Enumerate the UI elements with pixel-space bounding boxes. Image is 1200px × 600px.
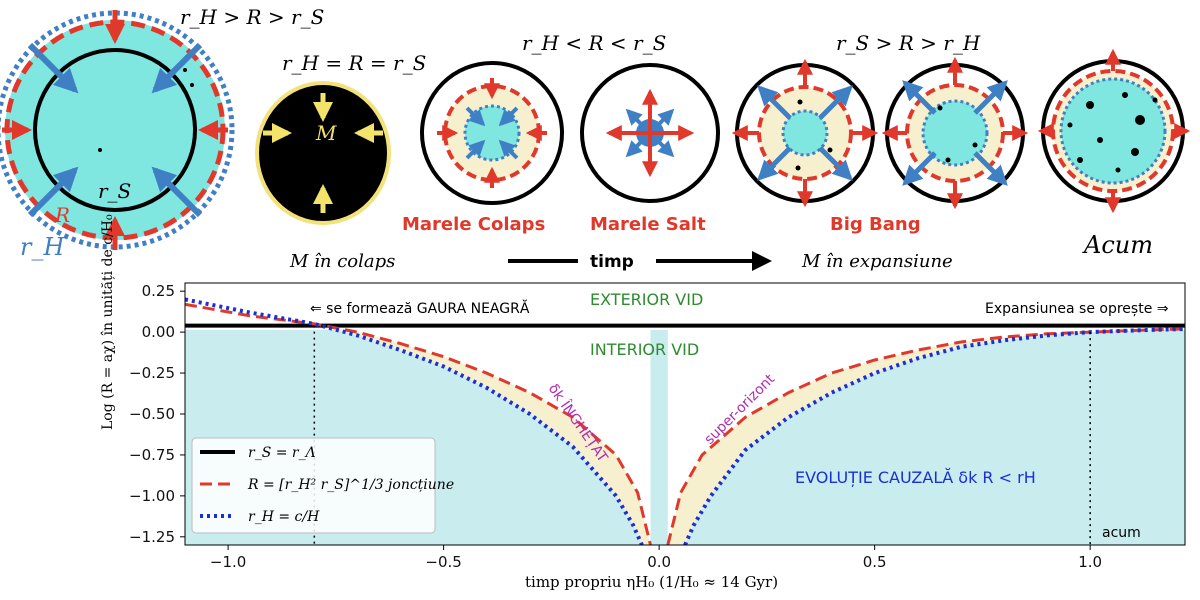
condition-1: r_H > R > r_S xyxy=(180,5,324,29)
series-line-horizon-left xyxy=(185,297,644,545)
mass-disk xyxy=(255,81,391,225)
x-tick-label: −1.0 xyxy=(210,553,246,571)
now-label: Acum xyxy=(1082,231,1153,259)
collapse-label: M în colaps xyxy=(289,251,395,272)
big-bang-label: Big Bang xyxy=(830,214,921,235)
vacuum-right xyxy=(667,283,1185,545)
y-ticks: 0.25 0.00 −0.25 −0.50 −0.75 −1.00 −1.25 xyxy=(129,282,185,546)
annotation-interior: INTERIOR VID xyxy=(590,340,699,359)
y-axis-label: Log (R = aχ) în unități de c/H₀ xyxy=(100,214,116,430)
x-axis-label: timp propriu ηH₀ (1/H₀ ≈ 14 Gyr) xyxy=(525,573,778,591)
x-tick-label: 0.5 xyxy=(863,553,887,571)
series-line-horizon-right xyxy=(683,326,1185,545)
condition-expand: r_S > R > r_H xyxy=(836,31,981,55)
annotation-black-hole: ⇐ se formează GAURA NEAGRĂ xyxy=(310,299,530,317)
schwarzschild-circle xyxy=(33,48,197,212)
annotation-now: acum xyxy=(1102,525,1141,541)
rH-label: r_H xyxy=(20,233,65,261)
chart: −1.0 −0.5 0.0 0.5 1.0 0.25 0.00 −0.25 −0.50 −0.7… xyxy=(100,214,1186,591)
legend-label-junction: R = [r_H² r_S]^1/3 joncțiune xyxy=(247,477,454,493)
annotation-causal: EVOLUȚIE CAUZALĂ δk R < rH xyxy=(795,468,1036,487)
diagram-bounce xyxy=(580,63,720,203)
frozen-band-left xyxy=(185,299,651,545)
diagram-equal: r_H = R = r_S M xyxy=(255,51,426,225)
annotation-exterior: EXTERIOR VID xyxy=(590,290,703,309)
rs-label: r_S xyxy=(98,179,131,203)
mass-label: M xyxy=(315,121,337,145)
vacuum-left xyxy=(185,283,651,545)
time-label: timp xyxy=(590,252,634,272)
big-crunch-label: Marele Colaps xyxy=(402,214,545,235)
legend-label-rs: r_S = r_Λ xyxy=(248,445,316,461)
x-tick-label: −0.5 xyxy=(425,553,461,571)
diagram-expand-2 xyxy=(881,56,1029,210)
expand-label: M în expansiune xyxy=(801,251,953,272)
condition-collapse: r_H < R < r_S xyxy=(522,31,666,55)
y-tick-label: −0.75 xyxy=(129,446,175,464)
legend: r_S = r_Λ R = [r_H² r_S]^1/3 joncțiune r… xyxy=(191,437,454,534)
condition-2: r_H = R = r_S xyxy=(282,51,426,75)
R-label: R xyxy=(54,203,70,227)
y-tick-label: −1.00 xyxy=(129,487,175,505)
y-tick-label: −0.25 xyxy=(129,364,175,382)
horizon-circle xyxy=(0,10,235,250)
annotation-expansion-stops: Expansiunea se oprește ⇒ xyxy=(985,301,1169,317)
y-tick-label: 0.00 xyxy=(142,323,175,341)
big-bounce-label: Marele Salt xyxy=(590,214,706,235)
diagram-subhorizon: r_S R r_H r_H > R > r_S xyxy=(0,5,324,261)
legend-label-horizon: r_H = c/H xyxy=(248,509,320,525)
y-tick-label: −0.50 xyxy=(129,405,175,423)
diagram-expand-1 xyxy=(731,58,879,208)
diagram-collapse xyxy=(420,61,564,205)
x-tick-label: 1.0 xyxy=(1078,553,1102,571)
y-tick-label: 0.25 xyxy=(142,282,175,300)
x-tick-label: 0.0 xyxy=(647,553,671,571)
x-ticks: −1.0 −0.5 0.0 0.5 1.0 xyxy=(210,545,1102,571)
y-tick-label: −1.25 xyxy=(129,528,175,546)
diagram-now xyxy=(1037,48,1191,214)
